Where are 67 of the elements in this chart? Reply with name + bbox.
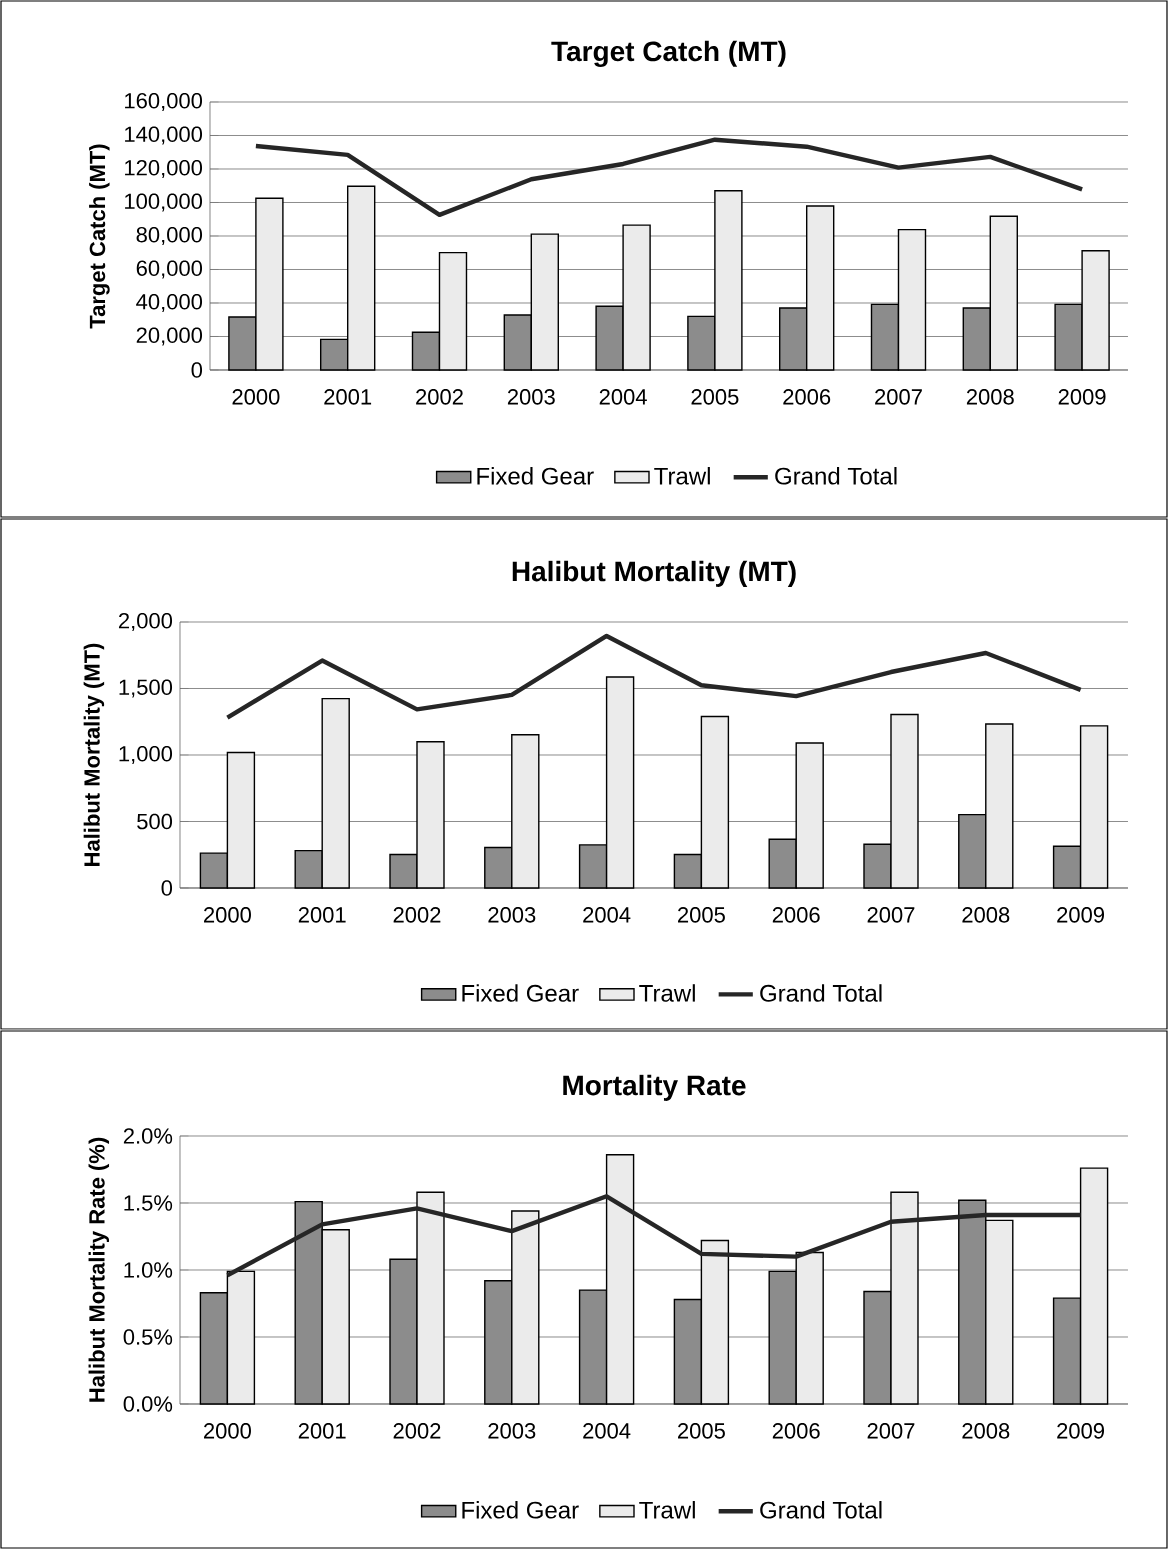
y-tick-label: 100,000 xyxy=(125,193,203,212)
x-tick-label: 2002 xyxy=(393,907,441,923)
chart-title: Mortality Rate xyxy=(563,1074,746,1101)
x-tick-label: 2006 xyxy=(772,907,820,923)
y-tick-label: 140,000 xyxy=(125,126,203,145)
x-tick-label: 2008 xyxy=(966,389,1014,405)
chart-title: Target Catch (MT) xyxy=(551,40,786,67)
legend-label: Trawl xyxy=(639,984,695,1002)
line-series xyxy=(225,633,1083,720)
x-tick-label: 2001 xyxy=(298,907,346,923)
x-tick-label: 2001 xyxy=(324,389,372,405)
x-tick-label: 2003 xyxy=(507,389,555,405)
y-tick-label: 500 xyxy=(137,813,173,830)
y-tick-label: 1.5% xyxy=(124,1195,173,1211)
legend-label: Fixed Gear xyxy=(462,984,579,1002)
y-axis-title: Halibut Mortality (MT) xyxy=(83,643,105,866)
x-tick-label: 2009 xyxy=(1058,389,1106,405)
x-tick-label: 2002 xyxy=(393,1423,441,1439)
chart-title: Halibut Mortality (MT) xyxy=(512,560,796,587)
y-tick-label: 60,000 xyxy=(136,260,203,279)
y-tick-label: 1,500 xyxy=(119,679,173,698)
line-series xyxy=(225,1194,1083,1278)
legend-label: Trawl xyxy=(654,467,710,485)
x-tick-label: 2006 xyxy=(772,1423,820,1439)
x-tick-label: 2007 xyxy=(875,389,922,405)
x-tick-label: 2007 xyxy=(867,1423,915,1439)
y-tick-label: 80,000 xyxy=(136,226,203,246)
x-tick-label: 2005 xyxy=(691,389,739,405)
x-tick-label: 2005 xyxy=(678,1423,725,1439)
x-tick-label: 2005 xyxy=(678,907,725,923)
x-tick-label: 2004 xyxy=(599,389,647,405)
x-tick-label: 2002 xyxy=(416,389,463,405)
y-tick-label: 160,000 xyxy=(125,92,203,112)
y-tick-label: 1,000 xyxy=(119,745,173,765)
y-tick-label: 0 xyxy=(191,362,203,378)
y-axis-title: Target Catch (MT) xyxy=(89,144,110,329)
x-tick-label: 2001 xyxy=(298,1423,346,1439)
x-tick-label: 2009 xyxy=(1057,1423,1105,1439)
y-tick-label: 2,000 xyxy=(118,612,173,632)
x-tick-label: 2003 xyxy=(488,907,536,923)
legend-label: Fixed Gear xyxy=(477,467,594,485)
x-tick-label: 2007 xyxy=(867,907,915,923)
x-tick-label: 2004 xyxy=(583,1423,631,1439)
legend-label: Trawl xyxy=(639,1501,695,1519)
x-tick-label: 2008 xyxy=(962,907,1010,923)
legend-label: Fixed Gear xyxy=(462,1501,579,1519)
x-tick-label: 2000 xyxy=(232,389,280,405)
y-tick-label: 0 xyxy=(161,880,173,896)
x-tick-label: 2000 xyxy=(204,1423,251,1439)
x-tick-label: 2009 xyxy=(1057,907,1105,923)
x-tick-label: 2000 xyxy=(204,907,251,923)
y-tick-label: 0.5% xyxy=(123,1329,173,1345)
y-tick-label: 2.0% xyxy=(123,1128,173,1144)
legend-label: Grand Total xyxy=(760,1501,882,1519)
y-axis-title: Halibut Mortality Rate (%) xyxy=(88,1137,110,1402)
y-tick-label: 0.0% xyxy=(123,1396,173,1412)
x-tick-label: 2003 xyxy=(488,1423,536,1439)
line-series xyxy=(253,137,1085,218)
x-tick-label: 2004 xyxy=(583,907,631,923)
y-tick-label: 120,000 xyxy=(125,159,203,179)
y-tick-label: 1.0% xyxy=(124,1262,173,1278)
y-tick-label: 20,000 xyxy=(136,327,203,346)
legend-label: Grand Total xyxy=(775,467,897,485)
y-tick-label: 40,000 xyxy=(136,293,203,313)
legend-label: Grand Total xyxy=(760,984,882,1002)
x-tick-label: 2008 xyxy=(962,1423,1010,1439)
x-tick-label: 2006 xyxy=(783,389,831,405)
